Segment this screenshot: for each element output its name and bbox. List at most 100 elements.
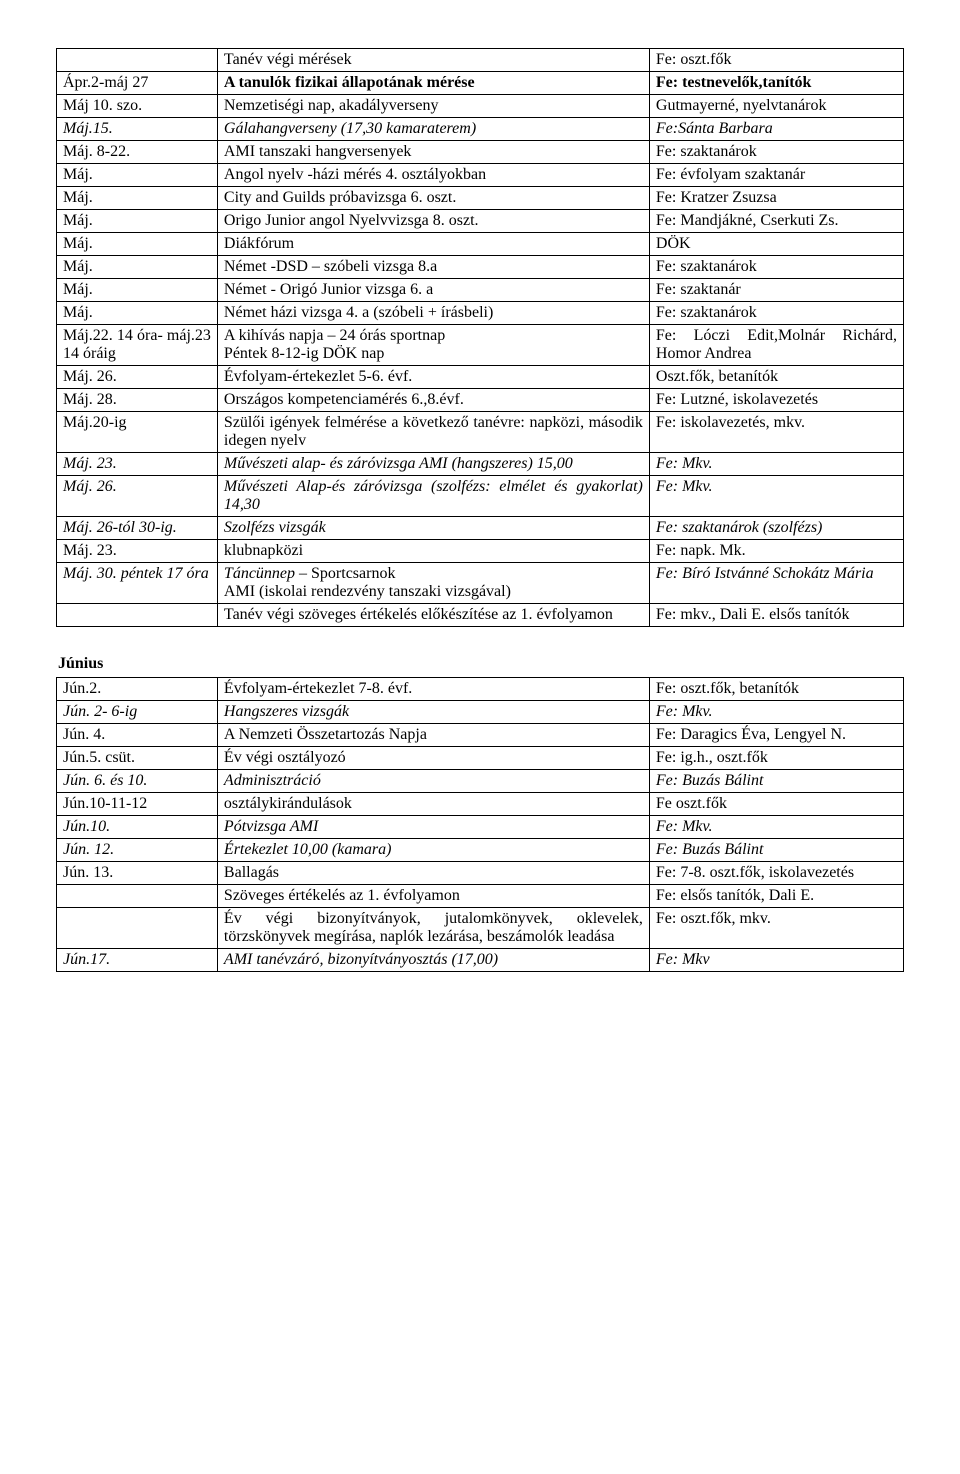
- date-cell: Máj. 26.: [57, 476, 218, 517]
- table-row: Jún.5. csüt.Év végi osztályozóFe: ig.h.,…: [57, 747, 904, 770]
- responsible-cell: Fe: szaktanárok: [649, 302, 903, 325]
- responsible-cell: Fe: Mkv: [649, 949, 903, 972]
- date-cell: Máj.: [57, 302, 218, 325]
- table-row: Máj. 8-22.AMI tanszaki hangversenyekFe: …: [57, 141, 904, 164]
- month-heading-june: Június: [58, 655, 904, 673]
- responsible-cell: Fe: 7-8. oszt.fők, iskolavezetés: [649, 862, 903, 885]
- responsible-cell: Fe: oszt.fők, mkv.: [649, 908, 903, 949]
- event-cell: Szolfézs vizsgák: [217, 517, 649, 540]
- date-cell: Máj.: [57, 164, 218, 187]
- event-cell: Pótvizsga AMI: [217, 816, 649, 839]
- table-row: Tanév végi szöveges értékelés előkészíté…: [57, 604, 904, 627]
- date-cell: Jún.2.: [57, 678, 218, 701]
- event-cell: Hangszeres vizsgák: [217, 701, 649, 724]
- table-row: Máj.15.Gálahangverseny (17,30 kamaratere…: [57, 118, 904, 141]
- date-cell: Máj.: [57, 210, 218, 233]
- date-cell: Máj.: [57, 256, 218, 279]
- responsible-cell: Fe: oszt.fők, betanítók: [649, 678, 903, 701]
- event-cell: Országos kompetenciamérés 6.,8.évf.: [217, 389, 649, 412]
- table-row: Máj. 26.Művészeti Alap-és záróvizsga (sz…: [57, 476, 904, 517]
- responsible-cell: Fe: ig.h., oszt.fők: [649, 747, 903, 770]
- table-row: Ápr.2-máj 27A tanulók fizikai állapotána…: [57, 72, 904, 95]
- table-row: Jún. 13.BallagásFe: 7-8. oszt.fők, iskol…: [57, 862, 904, 885]
- date-cell: [57, 885, 218, 908]
- event-cell: Ballagás: [217, 862, 649, 885]
- table-row: Tanév végi mérésekFe: oszt.fők: [57, 49, 904, 72]
- table-row: Jún. 2- 6-igHangszeres vizsgákFe: Mkv.: [57, 701, 904, 724]
- event-cell: klubnapközi: [217, 540, 649, 563]
- table-row: Máj.Német -DSD – szóbeli vizsga 8.aFe: s…: [57, 256, 904, 279]
- date-cell: Máj. 23.: [57, 540, 218, 563]
- table-row: Máj. 30. péntek 17 óraTáncünnep – Sportc…: [57, 563, 904, 604]
- table-row: Év végi bizonyítványok, jutalomkönyvek, …: [57, 908, 904, 949]
- date-cell: Máj.20-ig: [57, 412, 218, 453]
- event-cell: Évfolyam-értekezlet 5-6. évf.: [217, 366, 649, 389]
- responsible-cell: Fe: mkv., Dali E. elsős tanítók: [649, 604, 903, 627]
- table-row: Máj. 28.Országos kompetenciamérés 6.,8.é…: [57, 389, 904, 412]
- event-cell: Értekezlet 10,00 (kamara): [217, 839, 649, 862]
- event-cell: Táncünnep – SportcsarnokAMI (iskolai ren…: [217, 563, 649, 604]
- event-cell: Tanév végi szöveges értékelés előkészíté…: [217, 604, 649, 627]
- date-cell: Máj.: [57, 279, 218, 302]
- table-row: Máj.City and Guilds próbavizsga 6. oszt.…: [57, 187, 904, 210]
- event-cell: AMI tanszaki hangversenyek: [217, 141, 649, 164]
- responsible-cell: Fe: Mkv.: [649, 453, 903, 476]
- responsible-cell: Fe: szaktanár: [649, 279, 903, 302]
- responsible-cell: Fe: Buzás Bálint: [649, 770, 903, 793]
- table-row: Máj.Német házi vizsga 4. a (szóbeli + ír…: [57, 302, 904, 325]
- date-cell: Máj. 26.: [57, 366, 218, 389]
- table-row: Máj.22. 14 óra- máj.23 14 óráigA kihívás…: [57, 325, 904, 366]
- table-row: Jún. 12.Értekezlet 10,00 (kamara)Fe: Buz…: [57, 839, 904, 862]
- date-cell: Jún. 2- 6-ig: [57, 701, 218, 724]
- event-cell: Szöveges értékelés az 1. évfolyamon: [217, 885, 649, 908]
- responsible-cell: Fe: elsős tanítók, Dali E.: [649, 885, 903, 908]
- table-row: Máj.DiákfórumDÖK: [57, 233, 904, 256]
- date-cell: [57, 908, 218, 949]
- event-cell: Német - Origó Junior vizsga 6. a: [217, 279, 649, 302]
- date-cell: Máj 10. szo.: [57, 95, 218, 118]
- responsible-cell: Fe: Kratzer Zsuzsa: [649, 187, 903, 210]
- table-row: Máj.Német - Origó Junior vizsga 6. aFe: …: [57, 279, 904, 302]
- schedule-table-june: Jún.2.Évfolyam-értekezlet 7-8. évf.Fe: o…: [56, 677, 904, 972]
- date-cell: [57, 49, 218, 72]
- event-cell: Német -DSD – szóbeli vizsga 8.a: [217, 256, 649, 279]
- table-row: Szöveges értékelés az 1. évfolyamonFe: e…: [57, 885, 904, 908]
- event-cell: Angol nyelv -házi mérés 4. osztályokban: [217, 164, 649, 187]
- responsible-cell: Fe oszt.fők: [649, 793, 903, 816]
- responsible-cell: DÖK: [649, 233, 903, 256]
- table-row: Máj.20-igSzülői igények felmérése a köve…: [57, 412, 904, 453]
- table-row: Máj 10. szo. Nemzetiségi nap, akadályver…: [57, 95, 904, 118]
- date-cell: Máj. 23.: [57, 453, 218, 476]
- event-cell: AMI tanévzáró, bizonyítványosztás (17,00…: [217, 949, 649, 972]
- responsible-cell: Fe: szaktanárok (szolfézs): [649, 517, 903, 540]
- event-cell: Művészeti Alap-és záróvizsga (szolfézs: …: [217, 476, 649, 517]
- date-cell: Máj.: [57, 233, 218, 256]
- date-cell: Máj.15.: [57, 118, 218, 141]
- date-cell: Jún.5. csüt.: [57, 747, 218, 770]
- responsible-cell: Fe: napk. Mk.: [649, 540, 903, 563]
- table-row: Jún.2.Évfolyam-értekezlet 7-8. évf.Fe: o…: [57, 678, 904, 701]
- responsible-cell: Gutmayerné, nyelvtanárok: [649, 95, 903, 118]
- responsible-cell: Fe: szaktanárok: [649, 141, 903, 164]
- responsible-cell: Fe: oszt.fők: [649, 49, 903, 72]
- date-cell: Máj. 28.: [57, 389, 218, 412]
- table-row: Jún. 6. és 10.AdminisztrációFe: Buzás Bá…: [57, 770, 904, 793]
- responsible-cell: Fe: iskolavezetés, mkv.: [649, 412, 903, 453]
- event-cell: Diákfórum: [217, 233, 649, 256]
- responsible-cell: Fe: Mkv.: [649, 476, 903, 517]
- event-cell: A kihívás napja – 24 órás sportnapPéntek…: [217, 325, 649, 366]
- table-row: Jún.10-11-12osztálykirándulásokFe oszt.f…: [57, 793, 904, 816]
- responsible-cell: Fe:Sánta Barbara: [649, 118, 903, 141]
- event-cell: A tanulók fizikai állapotának mérése: [217, 72, 649, 95]
- date-cell: Máj. 26-tól 30-ig.: [57, 517, 218, 540]
- responsible-cell: Fe: Mkv.: [649, 816, 903, 839]
- responsible-cell: Fe: Lutzné, iskolavezetés: [649, 389, 903, 412]
- table-row: Máj. 26-tól 30-ig.Szolfézs vizsgákFe: sz…: [57, 517, 904, 540]
- responsible-cell: Fe: Mkv.: [649, 701, 903, 724]
- event-cell: Évfolyam-értekezlet 7-8. évf.: [217, 678, 649, 701]
- table-row: Máj.Origo Junior angol Nyelvvizsga 8. os…: [57, 210, 904, 233]
- schedule-table-may: Tanév végi mérésekFe: oszt.főkÁpr.2-máj …: [56, 48, 904, 627]
- event-cell: Origo Junior angol Nyelvvizsga 8. oszt.: [217, 210, 649, 233]
- date-cell: Máj.: [57, 187, 218, 210]
- table-row: Máj.Angol nyelv -házi mérés 4. osztályok…: [57, 164, 904, 187]
